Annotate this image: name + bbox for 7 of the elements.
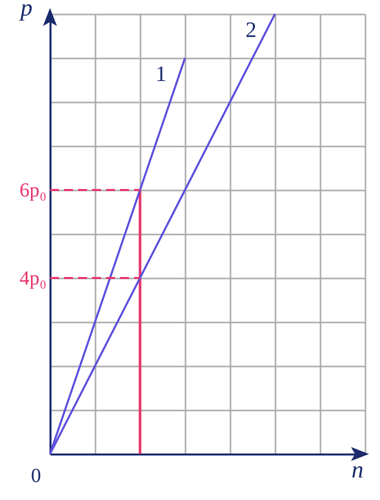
text: 0 <box>31 465 41 487</box>
series-label: 2 <box>246 17 256 42</box>
y-axis-title: p <box>18 0 32 22</box>
x-axis-title: n <box>352 458 364 484</box>
y-tick-label: 6p₀ <box>20 180 47 202</box>
series-label: 1 <box>156 61 166 86</box>
y-tick-label: 4p₀ <box>20 268 47 290</box>
